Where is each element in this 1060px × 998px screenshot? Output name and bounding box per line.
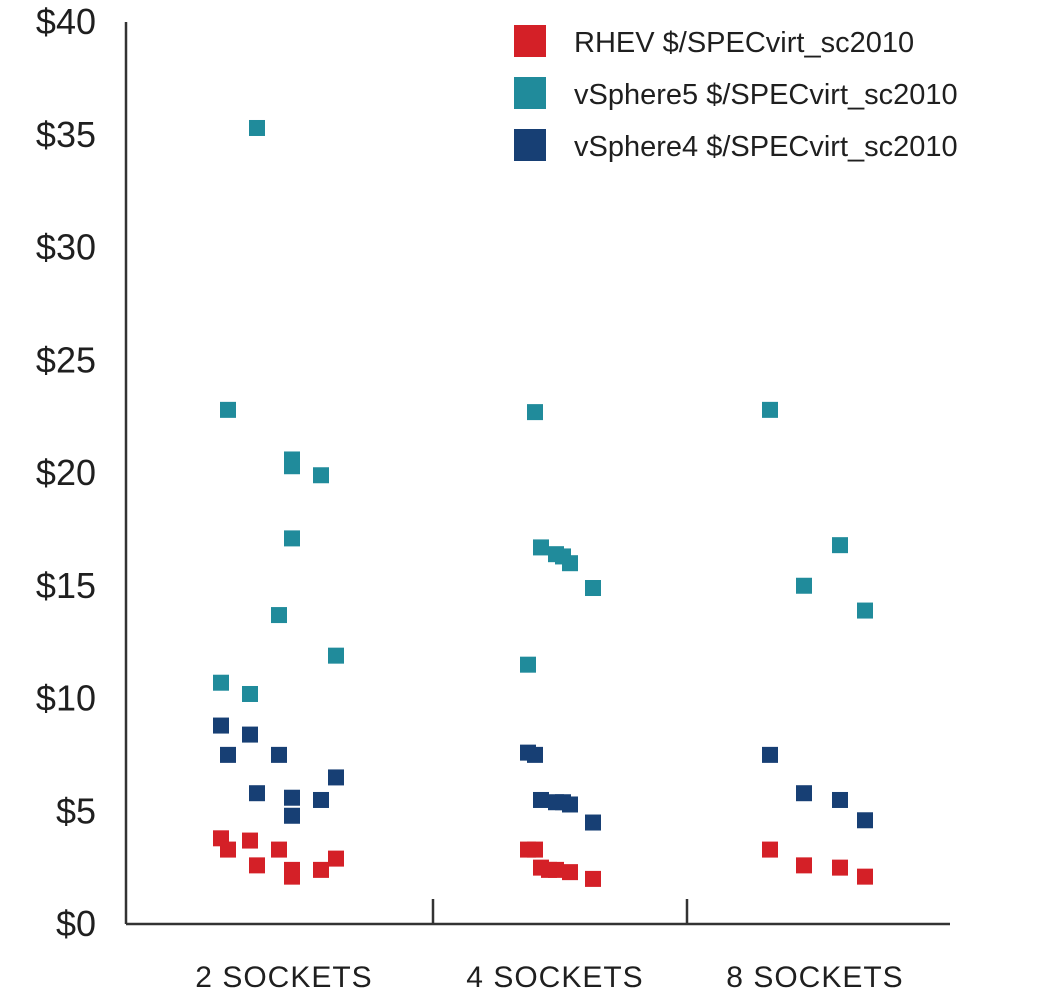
data-point	[242, 685, 258, 702]
data-point	[271, 841, 287, 858]
data-point	[242, 832, 258, 849]
y-tick-label: $40	[36, 1, 96, 42]
data-point	[249, 119, 265, 136]
data-point	[527, 746, 543, 763]
data-point	[857, 868, 873, 885]
data-point	[328, 647, 344, 664]
data-point	[249, 785, 265, 802]
data-point	[533, 791, 549, 808]
x-category-label: 4 SOCKETS	[466, 961, 643, 993]
data-point	[832, 859, 848, 876]
data-point	[585, 870, 601, 887]
legend-swatch	[514, 25, 546, 57]
data-point	[271, 746, 287, 763]
data-point	[857, 602, 873, 619]
data-point	[762, 746, 778, 763]
data-point	[585, 580, 601, 597]
data-point	[562, 555, 578, 572]
data-point	[527, 404, 543, 421]
data-point	[313, 467, 329, 484]
y-tick-label: $35	[36, 114, 96, 155]
data-point	[284, 868, 300, 885]
y-tick-label: $25	[36, 339, 96, 380]
data-point	[284, 807, 300, 824]
legend-label: RHEV $/SPECvirt_sc2010	[574, 27, 914, 59]
data-point	[762, 401, 778, 418]
data-point	[562, 796, 578, 813]
data-point	[249, 857, 265, 874]
data-point	[832, 537, 848, 554]
data-point	[796, 857, 812, 874]
legend: RHEV $/SPECvirt_sc2010 vSphere5 $/SPECvir…	[514, 25, 958, 163]
y-tick-label: $20	[36, 452, 96, 493]
data-point	[284, 530, 300, 547]
y-tick-label: $15	[36, 565, 96, 606]
legend-label: vSphere4 $/SPECvirt_sc2010	[574, 131, 958, 163]
data-point	[242, 726, 258, 743]
x-category-label: 8 SOCKETS	[726, 961, 903, 993]
data-point	[220, 746, 236, 763]
axes	[124, 22, 950, 926]
data-point	[796, 577, 812, 594]
data-point	[533, 539, 549, 556]
data-point	[313, 861, 329, 878]
data-point	[213, 717, 229, 734]
data-point	[328, 850, 344, 867]
legend-swatch	[514, 77, 546, 109]
legend-label: vSphere5 $/SPECvirt_sc2010	[574, 79, 958, 111]
y-tick-label: $5	[56, 790, 96, 831]
x-category-label: 2 SOCKETS	[195, 961, 372, 993]
data-point	[796, 785, 812, 802]
data-point	[284, 789, 300, 806]
y-tick-label: $10	[36, 678, 96, 719]
y-axis-ticks: $0 $5 $10 $15 $20 $25 $30 $35 $40	[36, 1, 96, 944]
data-point	[585, 814, 601, 831]
data-point	[762, 841, 778, 858]
data-point	[271, 607, 287, 624]
data-point	[562, 864, 578, 881]
data-point	[220, 841, 236, 858]
data-point	[284, 458, 300, 475]
y-tick-label: $30	[36, 227, 96, 268]
data-point	[313, 791, 329, 808]
data-point	[527, 841, 543, 858]
data-point	[328, 769, 344, 786]
data-point	[520, 656, 536, 673]
data-point	[548, 861, 564, 878]
y-tick-label: $0	[56, 903, 96, 944]
data-point	[220, 401, 236, 418]
x-axis-categories: 2 SOCKETS 4 SOCKETS 8 SOCKETS	[195, 961, 903, 994]
data-point	[213, 674, 229, 691]
data-points	[213, 119, 873, 887]
data-point	[832, 791, 848, 808]
data-point	[857, 812, 873, 829]
legend-swatch	[514, 129, 546, 161]
